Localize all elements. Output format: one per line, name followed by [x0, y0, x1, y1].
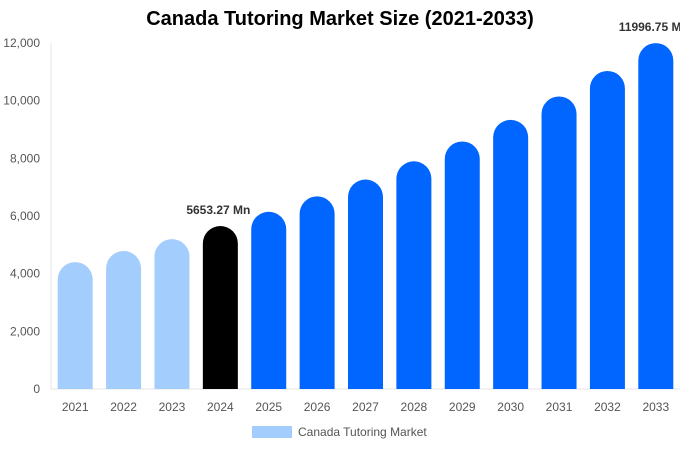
- x-tick-label: 2030: [497, 400, 524, 414]
- y-tick-label: 8,000: [10, 151, 40, 165]
- x-tick-label: 2033: [642, 400, 669, 414]
- bar-2028: [396, 161, 432, 389]
- x-tick-label: 2032: [594, 400, 621, 414]
- x-tick-label: 2027: [352, 400, 379, 414]
- bar-2031: [541, 96, 577, 389]
- bar-2030: [493, 119, 529, 389]
- legend-label: Canada Tutoring Market: [298, 425, 427, 439]
- x-tick-label: 2029: [449, 400, 476, 414]
- y-tick-label: 10,000: [3, 94, 40, 108]
- x-tick-label: 2026: [304, 400, 331, 414]
- bar-2032: [589, 70, 625, 390]
- y-tick-label: 12,000: [3, 36, 40, 50]
- bar-2033: [638, 43, 674, 389]
- bar-2025: [251, 211, 287, 389]
- chart-title: Canada Tutoring Market Size (2021-2033): [146, 8, 534, 30]
- bar-2022: [106, 251, 142, 389]
- bar-2024: [202, 225, 238, 389]
- y-tick-label: 0: [33, 382, 40, 396]
- bar-2026: [299, 196, 335, 389]
- bar-2021: [57, 262, 93, 389]
- bar-2023: [154, 239, 190, 389]
- bar-2027: [348, 179, 383, 389]
- x-tick-label: 2024: [207, 400, 234, 414]
- legend: Canada Tutoring Market: [252, 425, 427, 439]
- x-tick-label: 2022: [110, 400, 137, 414]
- x-tick-label: 2025: [255, 400, 282, 414]
- bar-2029: [444, 141, 480, 389]
- y-tick-label: 6,000: [10, 209, 40, 223]
- x-tick-label: 2028: [401, 400, 428, 414]
- x-tick-label: 2023: [159, 400, 186, 414]
- y-tick-label: 2,000: [10, 324, 40, 338]
- data-label-2033: 11996.75 Mn: [619, 20, 680, 34]
- x-tick-label: 2031: [546, 400, 573, 414]
- y-tick-label: 4,000: [10, 267, 40, 281]
- legend-swatch: [252, 426, 292, 438]
- x-tick-label: 2021: [62, 400, 89, 414]
- data-label-2024: 5653.27 Mn: [186, 203, 250, 217]
